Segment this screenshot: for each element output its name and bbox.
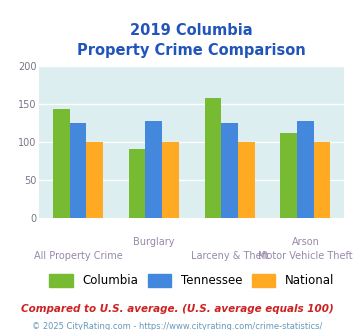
Text: Burglary: Burglary: [133, 237, 175, 247]
Bar: [280, 133, 297, 218]
Text: Larceny & Theft: Larceny & Theft: [191, 251, 268, 261]
Bar: [86, 142, 103, 218]
Text: Arson: Arson: [291, 237, 320, 247]
Text: Motor Vehicle Theft: Motor Vehicle Theft: [258, 251, 353, 261]
Text: © 2025 CityRating.com - https://www.cityrating.com/crime-statistics/: © 2025 CityRating.com - https://www.city…: [32, 322, 323, 330]
Text: Compared to U.S. average. (U.S. average equals 100): Compared to U.S. average. (U.S. average …: [21, 304, 334, 314]
Bar: [146, 121, 162, 218]
Title: 2019 Columbia
Property Crime Comparison: 2019 Columbia Property Crime Comparison: [77, 23, 306, 58]
Bar: [221, 123, 238, 218]
Bar: [70, 123, 86, 218]
Bar: [204, 98, 221, 218]
Bar: [297, 121, 314, 218]
Text: All Property Crime: All Property Crime: [34, 251, 122, 261]
Bar: [53, 109, 70, 218]
Bar: [162, 142, 179, 218]
Bar: [129, 149, 146, 218]
Bar: [314, 142, 331, 218]
Legend: Columbia, Tennessee, National: Columbia, Tennessee, National: [45, 269, 339, 292]
Bar: [238, 142, 255, 218]
